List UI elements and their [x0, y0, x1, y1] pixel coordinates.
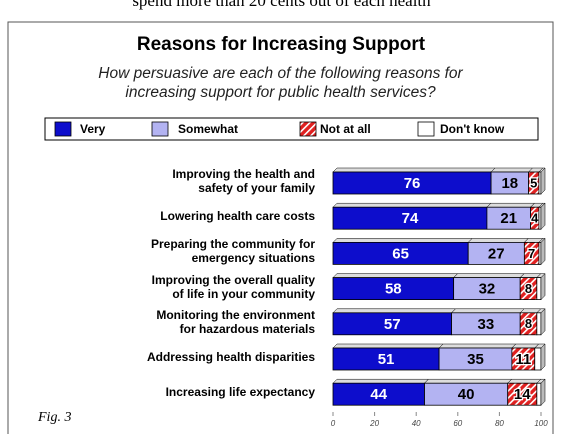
legend-label: Somewhat	[178, 122, 238, 136]
cut-off-text: spend more than 20 cents out of each hea…	[132, 0, 431, 10]
value-label: 44	[370, 386, 387, 403]
x-tick-label: 40	[412, 419, 421, 428]
x-tick-label: 60	[453, 419, 462, 428]
value-label: 40	[458, 386, 475, 403]
bar-top	[490, 167, 534, 173]
bar-segment	[534, 347, 542, 371]
bar-top	[467, 238, 529, 243]
bar-top	[332, 238, 473, 243]
x-tick-label: 20	[369, 419, 379, 428]
bar-segment	[536, 382, 542, 406]
value-label: 57	[384, 316, 401, 333]
bar-top	[332, 308, 457, 314]
legend-label: Not at all	[320, 122, 371, 136]
category-label: Lowering health care costs	[160, 209, 315, 224]
value-label: 35	[467, 351, 484, 368]
bar-segment	[536, 277, 542, 301]
legend-swatch	[54, 121, 72, 137]
category-label: Increasing life expectancy	[165, 385, 315, 400]
bar-segment	[536, 312, 542, 336]
legend-label: Very	[80, 122, 106, 136]
value-label: 74	[402, 210, 419, 227]
bar-side	[540, 202, 546, 230]
bar-side	[540, 343, 546, 371]
chart-subtitle: How persuasive are each of the following…	[98, 65, 463, 101]
figure-caption: Fig. 3	[38, 410, 72, 425]
value-label: 51	[378, 351, 395, 368]
bar-top	[332, 378, 430, 384]
bar-top	[507, 378, 542, 384]
legend-swatch	[151, 121, 169, 137]
bar-side	[540, 272, 546, 301]
x-tick-label: 100	[534, 419, 548, 428]
value-label: 65	[392, 245, 409, 262]
bar-side	[540, 308, 546, 336]
bar-side	[540, 167, 546, 195]
value-label: 14	[514, 386, 531, 403]
category-label: Preparing the community for emergency si…	[150, 237, 315, 266]
value-label: 8	[525, 316, 532, 331]
bar-top	[438, 343, 517, 349]
value-label: 32	[479, 281, 496, 298]
value-label: 11	[515, 351, 531, 368]
bar-top	[511, 343, 540, 349]
value-label: 21	[500, 210, 517, 227]
legend-swatch	[299, 121, 317, 137]
value-label: 4	[531, 211, 539, 226]
value-label: 27	[488, 245, 505, 262]
x-tick-label: 80	[495, 419, 504, 428]
bar-top	[332, 273, 459, 278]
frame	[7, 21, 554, 434]
bar-segment	[538, 171, 542, 195]
chart-title: Reasons for Increasing Support	[137, 34, 426, 55]
value-label: 7	[528, 246, 535, 261]
bar-side	[540, 237, 546, 266]
value-label: 18	[501, 175, 518, 192]
legend-swatch	[417, 121, 435, 137]
bar-top	[332, 167, 496, 173]
bar-top	[332, 202, 492, 208]
bar-top	[453, 273, 525, 278]
bar-top	[450, 308, 525, 314]
bar-top	[423, 378, 513, 384]
category-label: Improving the health and safety of your …	[172, 167, 315, 195]
category-label: Improving the overall quality of life in…	[151, 272, 315, 301]
category-label: Monitoring the environment for hazardous…	[156, 307, 315, 336]
category-label: Addressing health disparities	[146, 350, 315, 364]
bar-top	[332, 343, 444, 349]
bar-segment	[538, 206, 542, 230]
bar-top	[486, 202, 536, 208]
bar-side	[540, 378, 546, 406]
value-label: 76	[404, 175, 421, 192]
value-label: 5	[530, 175, 537, 190]
value-label: 58	[385, 281, 402, 298]
legend-label: Don't know	[440, 122, 505, 136]
bar-segment	[538, 241, 542, 265]
x-tick-label: 0	[331, 419, 336, 428]
value-label: 33	[478, 316, 495, 333]
value-label: 8	[525, 281, 532, 296]
